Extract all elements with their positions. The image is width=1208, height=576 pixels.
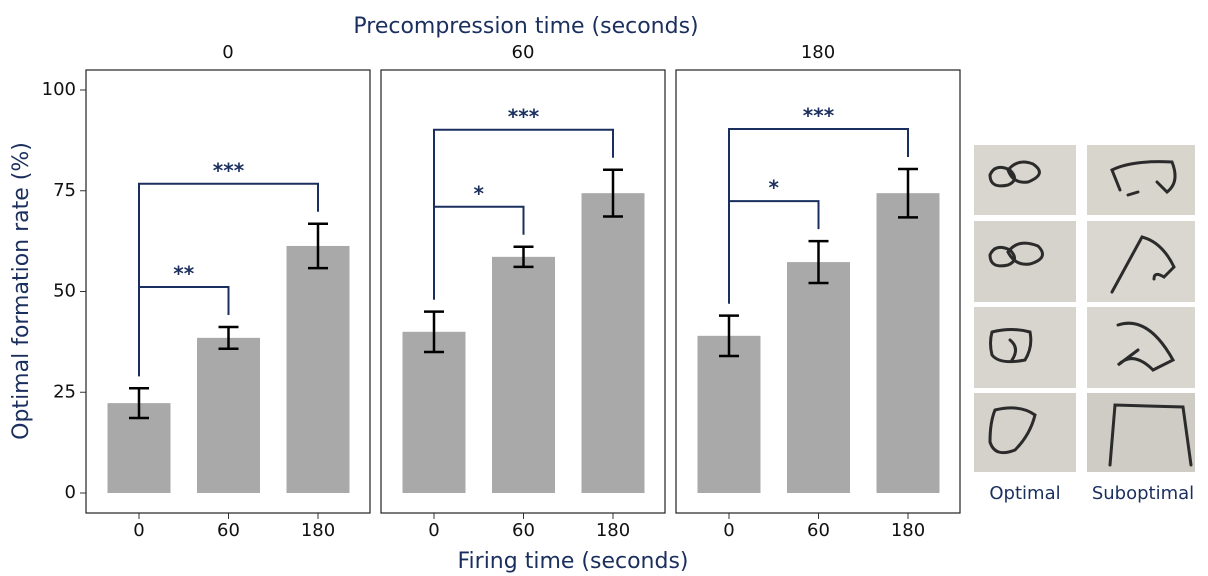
x-tick-label: 60	[217, 520, 240, 541]
x-tick-label: 0	[428, 520, 439, 541]
y-tick-label: 50	[53, 281, 76, 302]
error-bar	[603, 168, 623, 218]
x-tick-label: 0	[723, 520, 734, 541]
significance-label: *	[474, 181, 485, 205]
staple	[1116, 321, 1176, 372]
significance-bracket	[138, 182, 319, 377]
significance-label: **	[173, 261, 194, 285]
photo-grid: Optimal Suboptimal	[974, 145, 1195, 504]
bar	[492, 256, 555, 493]
x-tick-label: 60	[807, 520, 830, 541]
staple-shapes	[988, 160, 1193, 467]
y-tick-label: 100	[42, 79, 76, 100]
staple	[1110, 160, 1177, 197]
staple	[1110, 235, 1176, 294]
significance-label: ***	[213, 158, 245, 182]
error-bar	[218, 325, 239, 350]
bar	[787, 262, 850, 493]
x-tick-label: 180	[891, 520, 925, 541]
y-tick-label: 75	[53, 180, 76, 201]
x-tick-label: 0	[133, 520, 144, 541]
panel-frame	[85, 69, 371, 514]
y-tick-label: 0	[65, 482, 76, 503]
staple	[988, 406, 1037, 455]
bar	[697, 335, 761, 493]
bar	[402, 331, 466, 493]
panel-title: 180	[801, 42, 835, 63]
photo	[1087, 145, 1195, 215]
bar	[876, 193, 940, 493]
photo	[1087, 307, 1195, 388]
error-bar	[898, 167, 918, 219]
panel-frame	[675, 69, 961, 514]
x-tick-label: 180	[596, 520, 630, 541]
significance-bracket	[728, 127, 909, 304]
photo	[1087, 221, 1195, 302]
panel-title: 0	[222, 42, 233, 63]
chart-title: Precompression time (seconds)	[353, 14, 698, 39]
bar	[286, 245, 350, 493]
y-axis-label: Optimal formation rate (%)	[9, 142, 34, 440]
significance-label: *	[769, 176, 780, 200]
bar	[197, 337, 260, 493]
x-tick-label: 60	[512, 520, 535, 541]
error-bar	[424, 310, 444, 354]
bar	[581, 193, 645, 493]
staple	[989, 328, 1033, 364]
significance-label: ***	[508, 104, 540, 128]
error-bar	[308, 222, 328, 270]
staple	[988, 241, 1044, 268]
error-bar	[513, 245, 534, 269]
panel-frame	[380, 69, 666, 514]
significance-label: ***	[803, 103, 835, 127]
staple	[988, 160, 1041, 188]
photo	[974, 221, 1076, 302]
error-bar	[719, 314, 739, 358]
staple	[1108, 403, 1193, 467]
photo-label: Suboptimal	[1092, 483, 1194, 504]
photo-label: Optimal	[989, 483, 1060, 504]
error-bar	[808, 239, 829, 285]
error-bar	[129, 386, 149, 420]
x-axis-label: Firing time (seconds)	[457, 549, 688, 574]
panel-title: 60	[512, 42, 535, 63]
significance-bracket	[433, 128, 614, 300]
x-tick-label: 180	[301, 520, 335, 541]
y-tick-label: 25	[53, 381, 76, 402]
